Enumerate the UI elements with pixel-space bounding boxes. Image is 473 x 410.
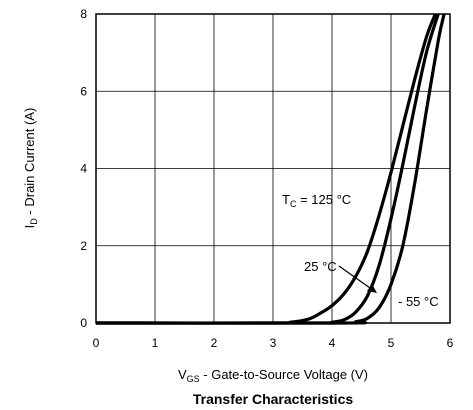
y-tick-label: 8 (80, 7, 87, 21)
series-label-25c-arrow (338, 265, 371, 289)
x-axis-title: VGS - Gate-to-Source Voltage (V) (178, 367, 368, 384)
x-tick-label: 1 (152, 336, 159, 350)
chart-title: Transfer Characteristics (193, 391, 354, 407)
grid-lines (96, 14, 450, 323)
x-tick-label: 4 (329, 336, 336, 350)
x-tick-label: 3 (270, 336, 277, 350)
plot-frame (95, 13, 451, 324)
x-tick-label: 6 (447, 336, 454, 350)
x-tick-label: 5 (388, 336, 395, 350)
y-tick-label: 2 (80, 239, 87, 253)
x-tick-labels: 0 1 2 3 4 5 6 (93, 336, 454, 350)
series-label-25c-arrowhead (367, 284, 377, 293)
y-tick-label: 4 (80, 162, 87, 176)
series-label-25c: 25 °C (304, 259, 337, 274)
series-label-125c: TC = 125 °C (282, 192, 351, 209)
y-tick-label: 6 (80, 84, 87, 98)
y-tick-labels: 0 2 4 6 8 (80, 7, 87, 330)
series-label-minus55c: - 55 °C (398, 294, 439, 309)
y-tick-label: 0 (80, 316, 87, 330)
y-axis-title: ID - Drain Current (A) (22, 108, 39, 229)
x-tick-label: 2 (211, 336, 218, 350)
x-tick-label: 0 (93, 336, 100, 350)
